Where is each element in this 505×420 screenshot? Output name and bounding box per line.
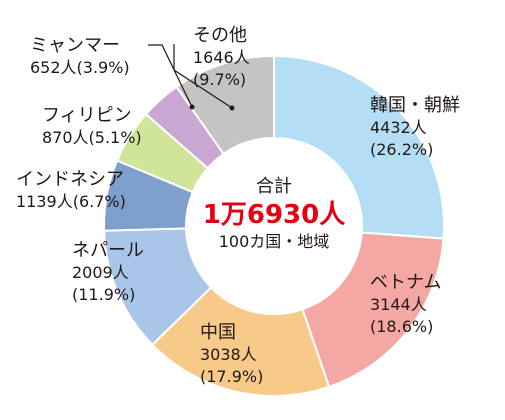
leader-line-myanmar: [148, 44, 193, 108]
label-korea: 韓国・朝鮮 4432人 (26.2%): [370, 95, 460, 161]
label-vietnam-percent: (18.6%): [370, 317, 434, 336]
label-myanmar-name: ミャンマー: [30, 35, 120, 56]
donut-hole: [186, 138, 362, 314]
label-indonesia-name: インドネシア: [16, 169, 124, 190]
label-myanmar-count: 652人(3.9%): [30, 58, 130, 77]
label-philippines-name: フィリピン: [42, 105, 132, 126]
leader-dot-myanmar: [189, 104, 195, 110]
center-total-value: 1万6930人: [202, 200, 346, 230]
label-other-count: 1646人: [193, 48, 250, 67]
label-nepal-percent: (11.9%): [72, 285, 136, 304]
label-myanmar: ミャンマー 652人(3.9%): [30, 35, 130, 79]
label-nepal-count: 2009人: [72, 263, 129, 282]
label-other-name: その他: [193, 25, 247, 46]
label-nepal-name: ネパール: [72, 240, 144, 261]
label-china-name: 中国: [200, 322, 236, 343]
center-total-label: 合計: [256, 176, 292, 197]
label-china-percent: (17.9%): [200, 367, 264, 386]
label-china-count: 3038人: [200, 345, 257, 364]
leader-line-other: [173, 44, 233, 109]
label-other-percent: (9.7%): [193, 70, 247, 89]
donut-slices: [103, 54, 445, 397]
center-country-count: 100カ国・地域: [218, 232, 330, 251]
label-indonesia-count: 1139人(6.7%): [16, 192, 126, 211]
label-korea-name: 韓国・朝鮮: [370, 95, 460, 116]
label-philippines-count: 870人(5.1%): [42, 128, 142, 147]
leader-dot-other: [229, 105, 235, 111]
label-vietnam-name: ベトナム: [370, 272, 442, 293]
label-other: その他 1646人 (9.7%): [193, 25, 250, 91]
label-china: 中国 3038人 (17.9%): [200, 322, 263, 388]
center-summary: 合計 1万6930人 100カ国・地域: [199, 175, 349, 253]
label-vietnam: ベトナム 3144人 (18.6%): [370, 272, 441, 338]
label-korea-count: 4432人: [370, 118, 427, 137]
label-nepal: ネパール 2009人 (11.9%): [72, 240, 144, 306]
label-korea-percent: (26.2%): [370, 140, 434, 159]
label-vietnam-count: 3144人: [370, 295, 427, 314]
label-indonesia: インドネシア 1139人(6.7%): [16, 169, 126, 213]
leader-lines: [148, 44, 235, 111]
label-philippines: フィリピン 870人(5.1%): [42, 105, 142, 149]
